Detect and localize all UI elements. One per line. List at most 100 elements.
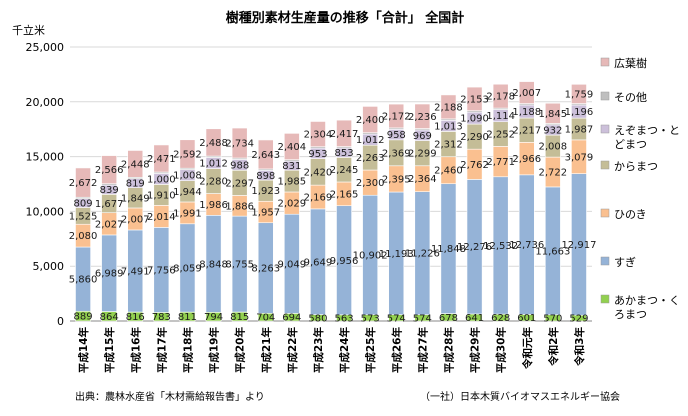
legend-label: すぎ	[614, 255, 636, 269]
data-label: 1,759	[565, 89, 594, 100]
data-label: 1,000	[147, 174, 176, 185]
x-tick-label: 平成28年	[442, 327, 455, 374]
data-label: 1,845	[539, 109, 568, 120]
data-label: 2,080	[69, 231, 98, 242]
x-tick-label: 平成26年	[390, 327, 403, 374]
data-label: 1,013	[434, 121, 463, 132]
data-label: 2,007	[512, 88, 541, 99]
x-tick-label: 平成30年	[495, 327, 508, 374]
bar-segment	[388, 103, 405, 129]
data-label: 2,369	[382, 148, 411, 159]
data-label: 898	[256, 171, 275, 182]
data-label: 12,276	[457, 242, 492, 253]
data-label: 2,245	[330, 165, 359, 176]
data-label: 1,188	[512, 107, 541, 118]
data-label: 11,193	[379, 249, 414, 260]
x-tick-label: 平成27年	[416, 327, 429, 374]
y-tick-label: 5,000	[33, 260, 65, 273]
data-label: 1,987	[565, 124, 594, 135]
bar-segment	[101, 155, 118, 185]
data-label: 2,188	[434, 102, 463, 113]
data-label: 2,404	[278, 142, 307, 153]
data-label: 2,420	[304, 167, 333, 178]
bar-segment	[127, 150, 144, 178]
data-label: 2,400	[356, 115, 385, 126]
y-tick-label: 0	[57, 315, 64, 328]
data-label: 601	[517, 313, 536, 324]
data-label: 2,008	[539, 142, 568, 153]
data-label: 8,263	[251, 264, 280, 275]
x-tick-label: 令和元年	[521, 327, 534, 370]
data-label: 1,923	[251, 186, 280, 197]
legend-label: どまつ	[614, 138, 647, 151]
data-label: 2,290	[460, 132, 489, 143]
data-label: 2,722	[539, 168, 568, 179]
data-label: 2,153	[460, 94, 489, 105]
bar-segment	[440, 94, 457, 120]
x-tick-label: 平成19年	[208, 327, 221, 374]
data-label: 2,165	[330, 189, 359, 200]
data-label: 574	[413, 313, 432, 324]
bar-segment	[179, 139, 196, 169]
data-label: 1,196	[565, 107, 594, 118]
data-label: 1,012	[356, 135, 385, 146]
data-label: 1,985	[278, 177, 307, 188]
data-label: 1,090	[460, 114, 489, 125]
data-label: 2,172	[382, 111, 411, 122]
bar-segment	[153, 144, 170, 173]
data-label: 953	[308, 149, 327, 160]
data-label: 628	[491, 313, 510, 324]
data-label: 2,762	[460, 160, 489, 171]
source-note: 出典：農林水産省「木材需給報告書」より	[75, 392, 265, 403]
legend-swatch	[600, 57, 610, 67]
data-label: 889	[74, 312, 93, 323]
data-label: 1,849	[121, 193, 150, 204]
bar-segment	[362, 106, 379, 134]
data-label: 1,525	[69, 211, 98, 222]
x-tick-label: 平成24年	[338, 327, 351, 374]
data-label: 1,677	[95, 199, 124, 210]
data-label: 2,643	[251, 150, 280, 161]
data-label: 9,049	[278, 259, 307, 270]
data-label: 694	[282, 313, 301, 324]
data-label: 853	[335, 148, 354, 159]
data-label: 6,989	[95, 269, 124, 280]
data-label: 1,910	[147, 190, 176, 201]
data-label: 864	[100, 312, 119, 323]
data-label: 958	[387, 130, 406, 141]
bar-segment	[283, 133, 300, 160]
y-tick-label: 15,000	[26, 151, 65, 164]
data-label: 969	[413, 131, 432, 142]
x-tick-label: 平成15年	[103, 327, 116, 374]
legend-label: からまつ	[614, 160, 658, 173]
data-label: 9,956	[330, 256, 359, 267]
x-tick-label: 平成29年	[469, 327, 482, 374]
data-label: 1,886	[225, 201, 254, 212]
data-label: 570	[543, 313, 562, 324]
legend-swatch	[600, 91, 610, 101]
x-tick-label: 平成16年	[129, 327, 142, 374]
data-label: 2,280	[199, 177, 228, 188]
x-tick-label: 令和3年	[573, 327, 586, 367]
legend-label: えぞまつ・と	[614, 124, 680, 137]
data-label: 11,848	[431, 244, 466, 255]
data-label: 2,966	[512, 154, 541, 165]
y-tick-label: 20,000	[26, 96, 65, 109]
legend-label: ひのき	[614, 208, 647, 221]
data-label: 2,448	[121, 159, 150, 170]
data-label: 2,178	[486, 92, 515, 103]
data-label: 11,663	[535, 246, 570, 257]
x-tick-label: 令和2年	[547, 327, 560, 367]
legend-swatch	[600, 208, 610, 218]
x-tick-label: 平成23年	[312, 327, 325, 374]
data-label: 816	[126, 312, 145, 323]
data-label: 2,236	[408, 112, 437, 123]
y-tick-label: 10,000	[26, 205, 65, 218]
data-label: 1,986	[199, 200, 228, 211]
bar-segment	[571, 83, 587, 104]
legend-swatch	[600, 294, 610, 304]
data-label: 2,734	[225, 139, 254, 150]
data-label: 2,252	[486, 130, 515, 141]
data-label: 2,771	[486, 157, 515, 168]
